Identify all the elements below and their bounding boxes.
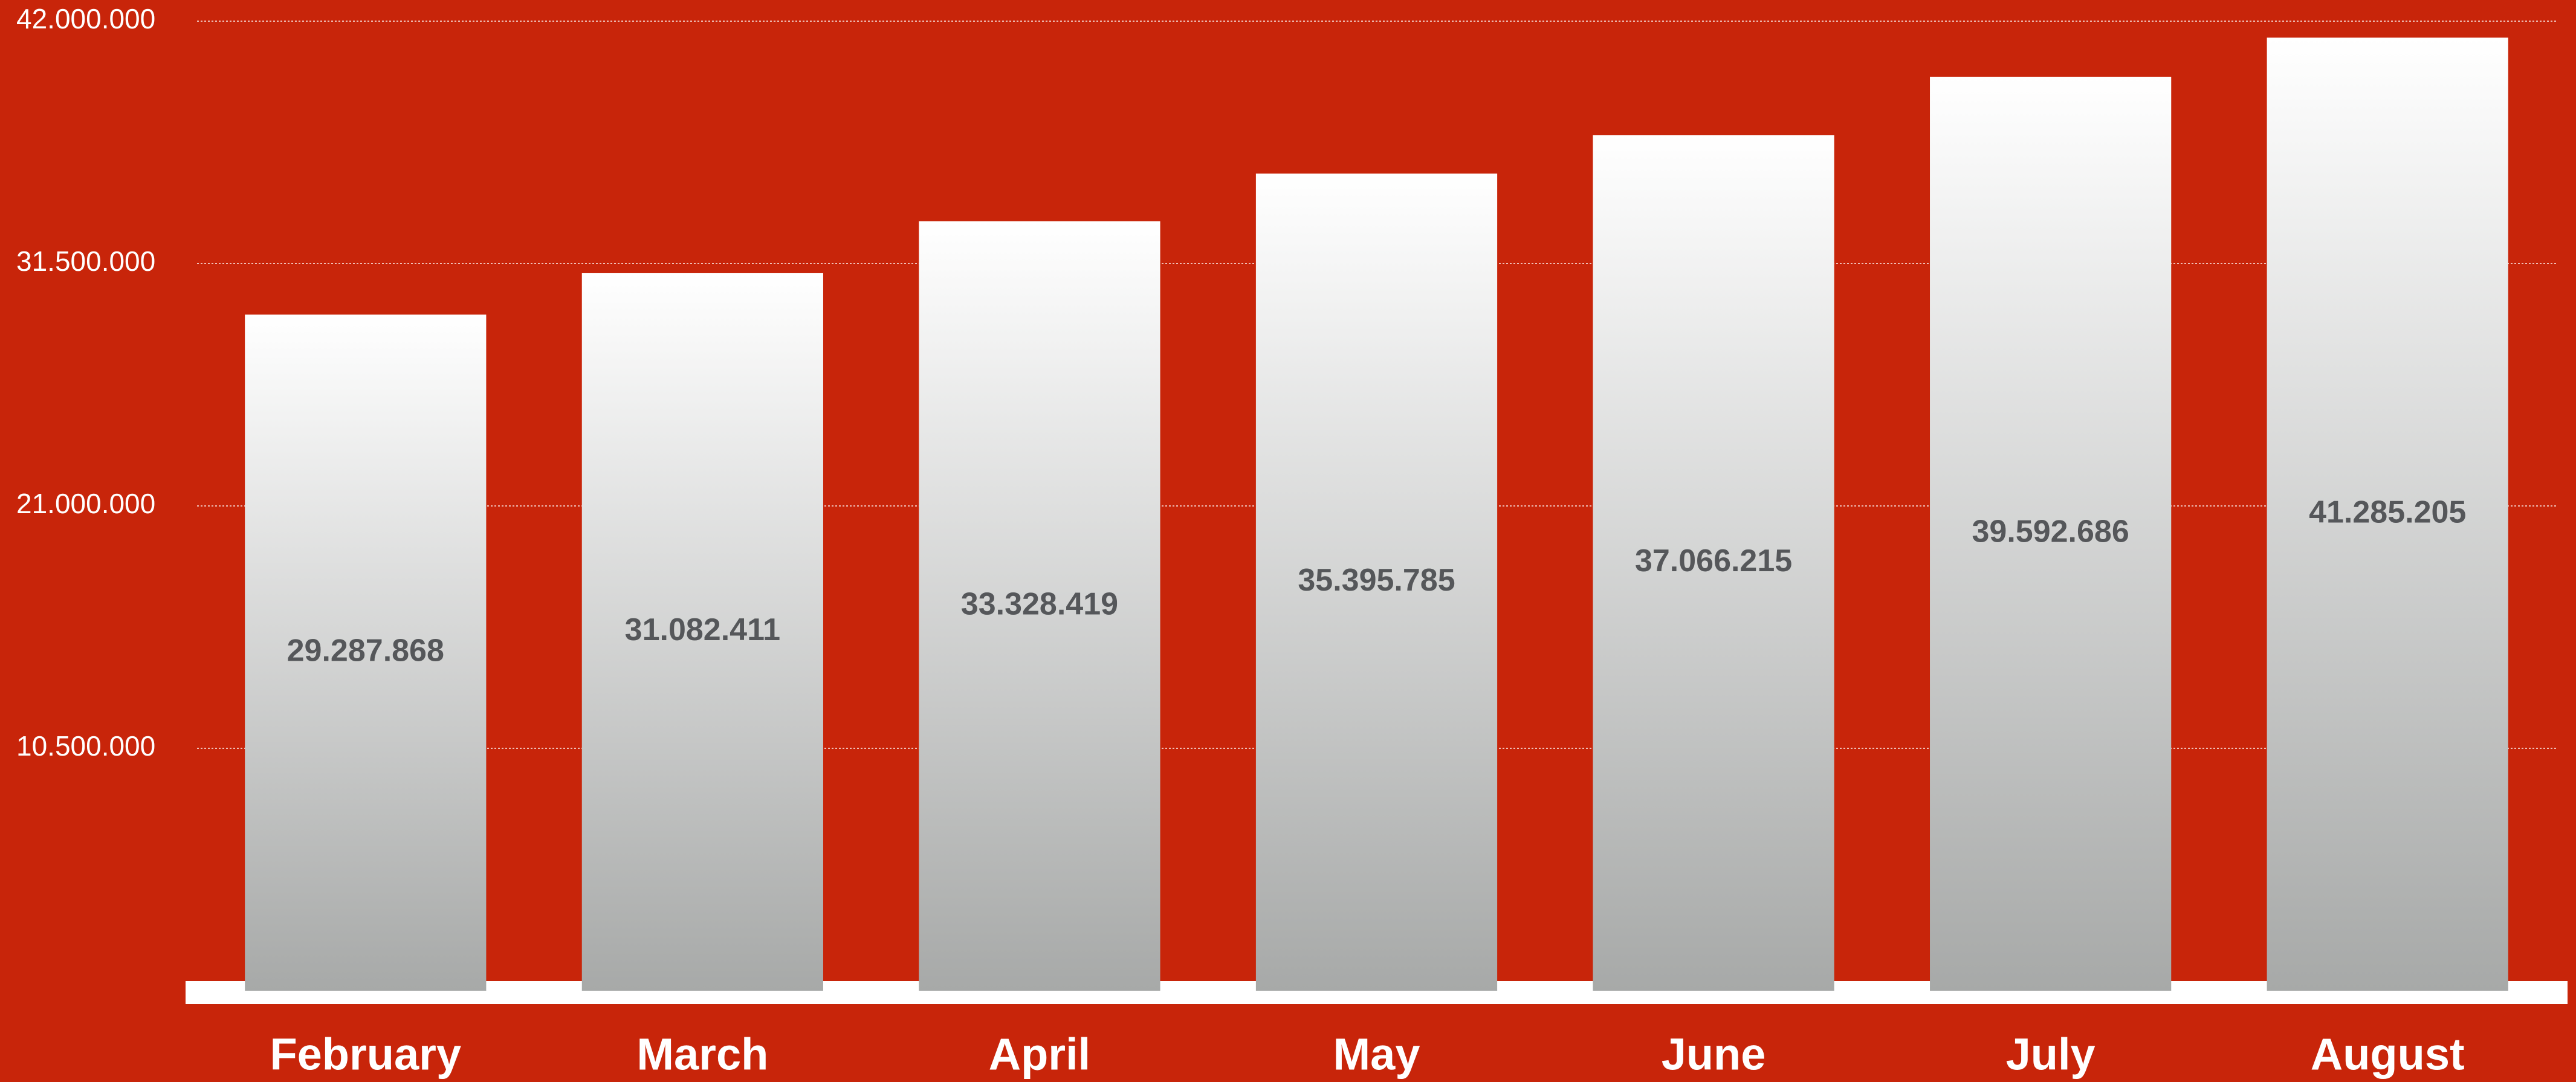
value-label: 41.285.205 [2309,494,2466,530]
y-tick-label: 31.500.000 [16,245,155,277]
x-tick-label: April [989,1029,1091,1080]
x-tick-label: June [1662,1029,1766,1080]
value-label: 33.328.419 [961,586,1118,621]
value-label: 31.082.411 [625,612,780,647]
x-tick-label: March [636,1029,768,1080]
bar [245,314,487,991]
y-tick-label: 21.000.000 [16,488,155,519]
bar [2267,37,2508,991]
y-tick-label: 42.000.000 [16,3,155,34]
y-tick-label: 10.500.000 [16,730,155,762]
x-tick-label: August [2311,1029,2465,1080]
bar [581,273,823,991]
bar [1930,76,2172,991]
value-label: 29.287.868 [287,633,444,668]
value-label: 37.066.215 [1635,543,1792,578]
value-label: 39.592.686 [1972,514,2129,549]
value-label: 35.395.785 [1298,563,1455,598]
x-tick-label: February [270,1029,461,1080]
x-tick-label: May [1333,1029,1420,1080]
bar [1593,135,1834,991]
bar [919,221,1160,991]
x-tick-label: July [2006,1029,2095,1080]
bar [1255,173,1498,991]
